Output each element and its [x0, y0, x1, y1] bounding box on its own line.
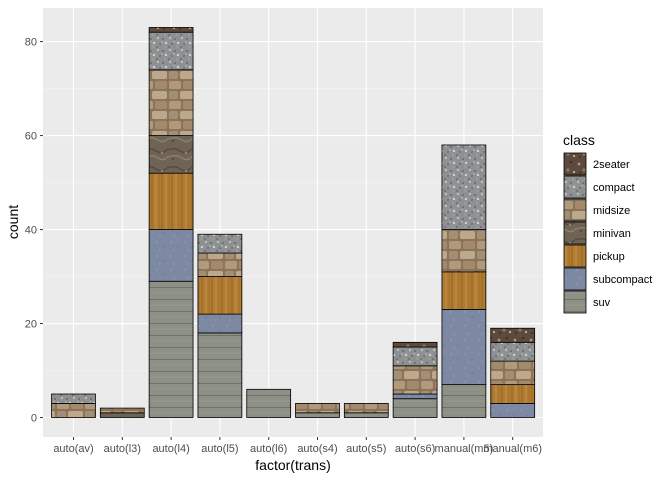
legend-label-suv: suv [593, 297, 611, 309]
x-tick-label: auto(s6) [395, 443, 435, 455]
bar-pickup-manual(m5) [441, 271, 487, 310]
bar-compact-auto(l4) [148, 31, 194, 71]
bar-subcompact-manual(m6) [490, 403, 536, 418]
bar-midsize-auto(s4) [295, 403, 340, 414]
bar-compact-auto(s6) [392, 346, 438, 367]
x-tick-label: auto(l4) [152, 443, 189, 455]
bar-subcompact-manual(m5) [441, 309, 487, 386]
x-tick-label: auto(l3) [104, 443, 141, 455]
legend-label-2seater: 2seater [593, 159, 630, 171]
bar-midsize-auto(av) [51, 403, 96, 418]
bar-suv-auto(s6) [392, 398, 438, 418]
x-axis: auto(av) auto(l3) auto(l4) auto(l5) auto(l6)… [53, 437, 542, 455]
bar-suv-auto(l6) [246, 388, 292, 418]
bar-compact-manual(m6) [490, 341, 536, 362]
bar-midsize-auto(l5) [197, 252, 243, 277]
bar-compact-auto(av) [51, 393, 96, 404]
legend-key-pickup [563, 244, 587, 268]
bar-minivan-auto(l4) [148, 135, 194, 174]
y-tick-label: 20 [25, 319, 37, 331]
bar-2seater-manual(m6) [490, 327, 536, 343]
x-tick-label: manual(m5) [435, 443, 494, 455]
bar-pickup-auto(l4) [148, 172, 194, 230]
bar-minivan-auto(l3) [99, 412, 145, 418]
legend-label-pickup: pickup [593, 251, 625, 263]
bar-suv-manual(m5) [441, 384, 487, 418]
bar-subcompact-auto(l4) [148, 229, 194, 282]
x-tick-label: auto(av) [53, 443, 93, 455]
bar-2seater-auto(l4) [148, 27, 194, 33]
bar-compact-manual(m5) [441, 144, 487, 230]
y-tick-label: 80 [25, 37, 37, 49]
bars [51, 27, 536, 418]
legend-label-minivan: minivan [593, 228, 631, 240]
bar-midsize-auto(l3) [99, 407, 145, 414]
bar-pickup-auto(l5) [197, 276, 243, 315]
bar-midsize-auto(s5) [343, 403, 389, 414]
y-tick-label: 0 [31, 413, 37, 425]
x-tick-label: manual(m6) [483, 443, 542, 455]
x-axis-title: factor(trans) [255, 457, 330, 473]
legend-key-2seater [563, 152, 587, 176]
legend-key-suv [563, 290, 587, 314]
legend-key-minivan [563, 221, 587, 245]
x-tick-label: auto(l6) [250, 443, 287, 455]
bar-suv-auto(l5) [197, 332, 243, 418]
legend-key-midsize [563, 198, 587, 222]
legend-label-midsize: midsize [593, 205, 630, 217]
bar-midsize-manual(m6) [490, 360, 536, 386]
legend-label-compact: compact [593, 182, 635, 194]
bar-suv-auto(s4) [295, 412, 340, 418]
bar-suv-auto(s5) [343, 412, 389, 418]
legend: class 2seater compact midsize minivan pickup… [563, 132, 652, 314]
y-tick-label: 60 [25, 131, 37, 143]
y-axis-title: count [5, 205, 21, 239]
x-tick-label: auto(s4) [297, 443, 337, 455]
legend-title: class [563, 132, 595, 148]
bar-midsize-manual(m5) [441, 229, 487, 273]
bar-suv-auto(l4) [148, 280, 194, 418]
x-tick-label: auto(s5) [346, 443, 386, 455]
bar-pickup-manual(m6) [490, 384, 536, 404]
y-tick-label: 40 [25, 225, 37, 237]
y-axis: 0 20 40 60 80 [25, 37, 43, 425]
bar-subcompact-auto(l5) [197, 313, 243, 334]
bar-midsize-auto(l4) [148, 69, 194, 136]
legend-key-subcompact [563, 267, 587, 291]
legend-key-compact [563, 175, 587, 199]
bar-subcompact-auto(s6) [392, 393, 438, 400]
legend-label-subcompact: subcompact [593, 274, 652, 286]
bar-2seater-auto(s6) [392, 341, 438, 348]
bar-compact-auto(l5) [197, 233, 243, 254]
bar-midsize-auto(s6) [392, 365, 438, 395]
x-tick-label: auto(l5) [201, 443, 238, 455]
